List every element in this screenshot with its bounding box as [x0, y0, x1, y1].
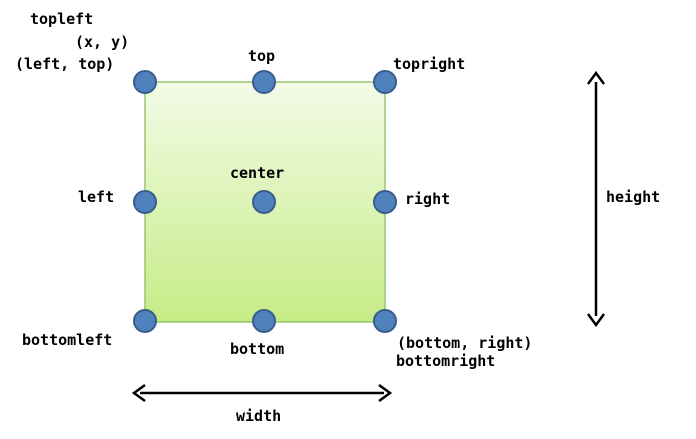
- label-xy: (x, y): [75, 33, 130, 51]
- label-bottomleft: bottomleft: [22, 331, 113, 349]
- label-bottom: bottom: [230, 340, 285, 358]
- point-center: [252, 190, 276, 214]
- point-topleft: [133, 70, 157, 94]
- point-bottomright: [373, 309, 397, 333]
- label-topright: topright: [393, 55, 466, 73]
- point-left: [133, 190, 157, 214]
- point-topright: [373, 70, 397, 94]
- label-bottom-right: (bottom, right): [397, 334, 533, 352]
- height-arrow: [586, 70, 606, 328]
- label-left-top: (left, top): [15, 55, 115, 73]
- label-bottomright: bottomright: [396, 352, 496, 370]
- width-arrow: [131, 383, 393, 403]
- label-center: center: [230, 164, 285, 182]
- point-bottom: [252, 309, 276, 333]
- label-topleft: topleft: [30, 10, 94, 28]
- point-bottomleft: [133, 309, 157, 333]
- label-height: height: [606, 188, 661, 206]
- label-top: top: [248, 47, 276, 65]
- label-right: right: [405, 190, 451, 208]
- point-right: [373, 190, 397, 214]
- label-left: left: [78, 188, 115, 206]
- label-width: width: [236, 407, 282, 425]
- point-top: [252, 70, 276, 94]
